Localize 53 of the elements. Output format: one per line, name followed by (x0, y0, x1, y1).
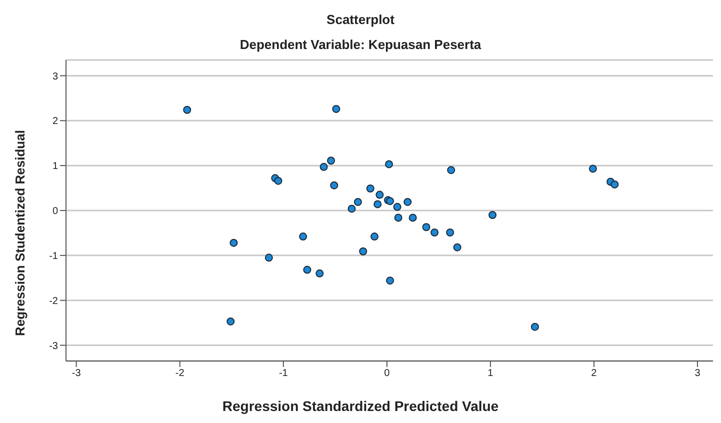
point (366, 184, 374, 192)
point (386, 276, 394, 285)
y-tick-label: 3 (52, 71, 58, 82)
point (354, 198, 362, 206)
x-tick-label: -3 (72, 368, 82, 380)
point (359, 247, 368, 256)
point (588, 164, 597, 173)
point (393, 202, 402, 211)
x-tick-label: -1 (278, 368, 288, 380)
point (430, 228, 439, 237)
point (230, 238, 238, 247)
y-tick-label: -3 (49, 340, 58, 352)
point (384, 160, 393, 168)
point (394, 214, 402, 222)
point (274, 176, 282, 185)
x-tick-label: 0 (384, 368, 390, 380)
y-axis-title: Regression Studentized Residual (12, 130, 28, 336)
x-axis-title: Regression Standardized Predicted Value (221, 398, 500, 414)
y-tick-label: 2 (52, 116, 58, 128)
point (374, 200, 382, 208)
point (386, 197, 394, 206)
point (488, 210, 496, 219)
point (226, 317, 235, 326)
point (299, 232, 308, 241)
point (376, 190, 384, 199)
point (316, 269, 324, 278)
point (332, 104, 340, 113)
y-tick-label: -1 (49, 250, 58, 262)
point (370, 232, 378, 241)
x-tick-label: 2 (591, 368, 598, 380)
x-tick-label: -2 (175, 368, 185, 380)
chart-title: Scatterplot (326, 11, 396, 27)
point (320, 162, 328, 171)
point (408, 214, 417, 222)
point (303, 266, 312, 274)
point (330, 181, 338, 190)
chart-subtitle: Dependent Variable: Kepuasan Peserta (238, 37, 482, 52)
point (530, 322, 539, 331)
point (610, 180, 619, 188)
point (183, 106, 192, 114)
y-tick-label: 1 (52, 161, 58, 172)
point (422, 223, 430, 232)
y-tick-label: 0 (52, 206, 58, 218)
point (447, 166, 456, 174)
x-tick-label: 3 (694, 368, 701, 380)
point (264, 254, 273, 262)
point (348, 204, 356, 213)
point (404, 198, 412, 206)
point (446, 228, 454, 237)
point (327, 156, 336, 165)
y-tick-label: -2 (49, 296, 58, 307)
x-tick-label: 1 (488, 368, 494, 380)
point (453, 243, 462, 252)
